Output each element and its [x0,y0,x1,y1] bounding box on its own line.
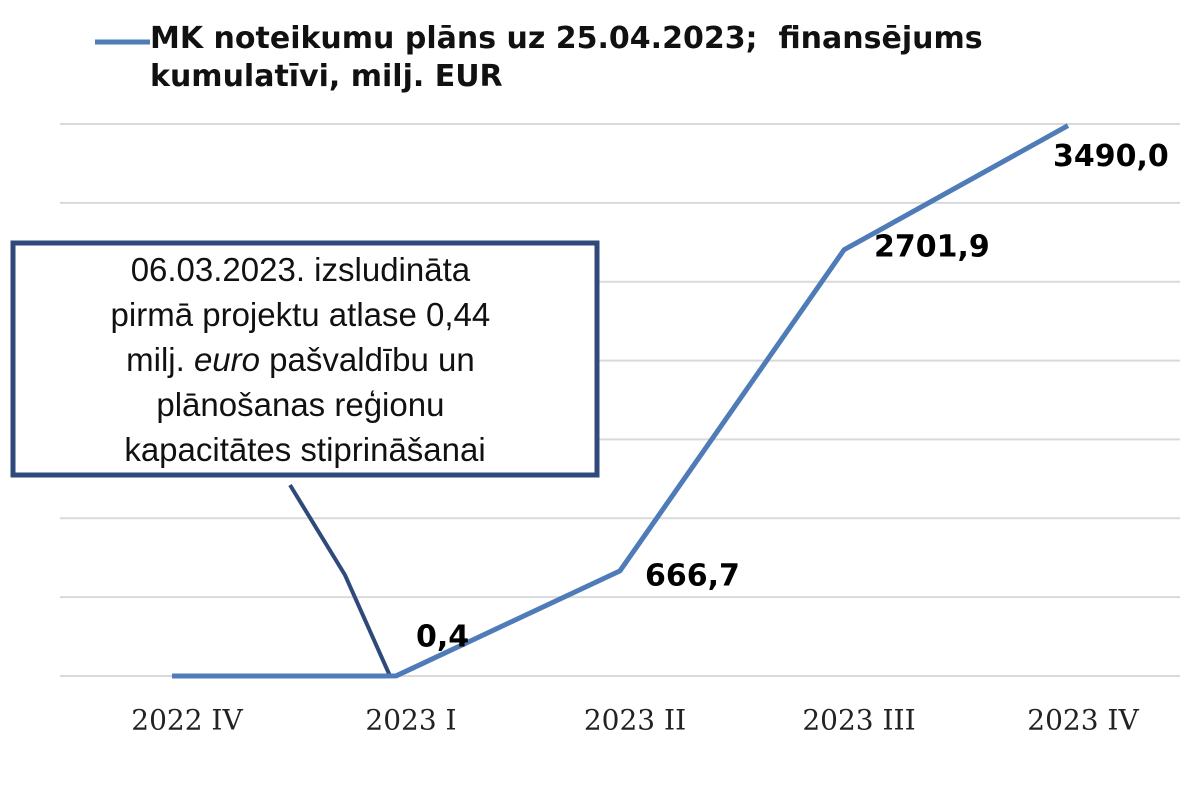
x-tick-label: 2023 III [802,704,915,737]
data-label: 666,7 [645,558,740,593]
data-label: 3490,0 [1053,139,1169,174]
callout-line [288,483,392,677]
annotation-line: 06.03.2023. izsludināta [131,251,471,288]
annotation-line: kapacitātes stiprināšanai [124,431,485,468]
data-label: 2701,9 [874,229,990,264]
series-line [171,123,1070,679]
x-tick-label: 2022 IV [131,704,243,737]
annotation-box [10,240,600,478]
annotation-text: euro [194,341,260,378]
annotation-text: pašvaldību un [260,341,475,378]
annotation-text: milj. [126,341,194,378]
x-tick-label: 2023 I [365,704,456,737]
x-tick-label: 2023 II [584,704,686,737]
annotation-line: milj. euro pašvaldību un [126,341,475,378]
legend-label: MK noteikumu plāns uz 25.04.2023; finans… [150,21,994,94]
x-tick-label: 2023 IV [1027,704,1139,737]
annotation-line: pirmā projektu atlase 0,44 [111,296,491,333]
annotation: 06.03.2023. izsludināta pirmā projektu a… [111,251,500,468]
annotation-line: plānošanas reģionu [156,386,444,423]
data-label: 0,4 [416,619,469,654]
